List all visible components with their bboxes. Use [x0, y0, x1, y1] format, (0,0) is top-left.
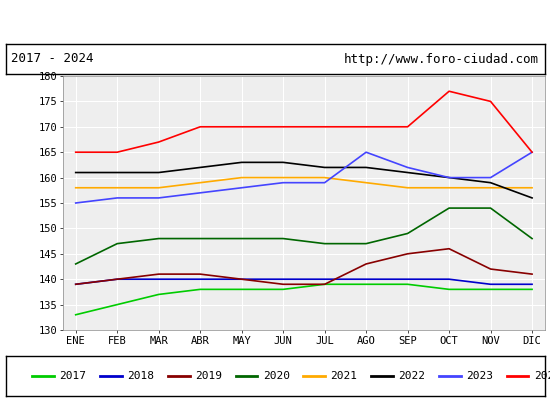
Text: 2024: 2024	[534, 371, 550, 381]
Text: http://www.foro-ciudad.com: http://www.foro-ciudad.com	[344, 52, 539, 66]
Text: 2021: 2021	[331, 371, 358, 381]
Text: 2018: 2018	[127, 371, 154, 381]
Text: 2017 - 2024: 2017 - 2024	[11, 52, 94, 66]
Text: 2020: 2020	[263, 371, 290, 381]
Text: 2023: 2023	[466, 371, 493, 381]
Text: Evolucion num de emigrantes en Zafra: Evolucion num de emigrantes en Zafra	[113, 12, 437, 30]
Text: 2019: 2019	[195, 371, 222, 381]
Text: 2017: 2017	[59, 371, 86, 381]
Text: 2022: 2022	[398, 371, 425, 381]
